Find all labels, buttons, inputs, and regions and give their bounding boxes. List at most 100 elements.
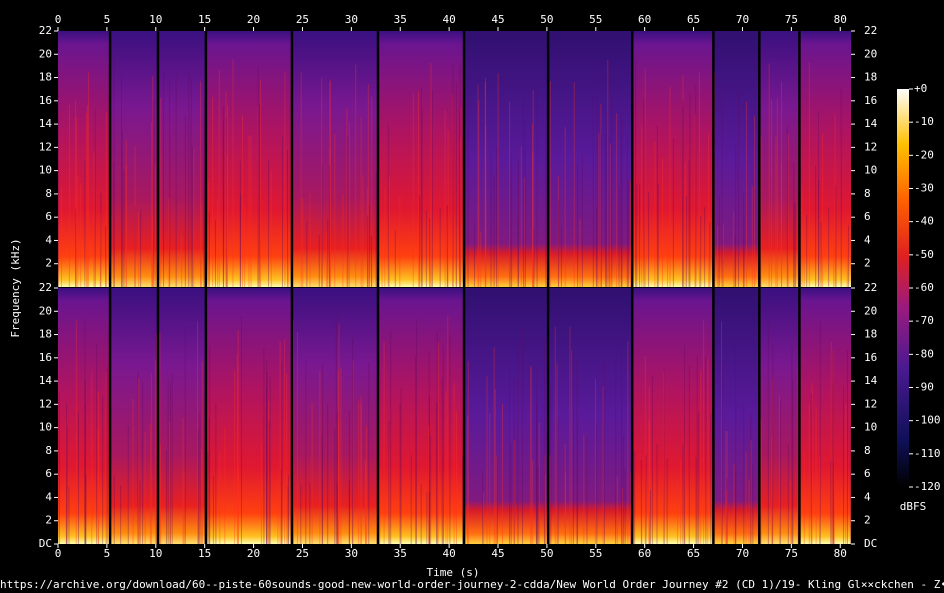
spectrogram-streak: [260, 79, 262, 287]
spectrogram-streak: [248, 135, 250, 287]
x-tick-label: 65: [687, 13, 700, 26]
spectrogram-streak: [493, 174, 495, 287]
y-tick-label: 2: [864, 514, 871, 527]
spectrogram-streak: [496, 455, 498, 544]
spectrogram-streak: [453, 382, 455, 544]
spectrogram-segment: [58, 31, 110, 287]
spectrogram-streak: [65, 420, 67, 544]
spectrogram-streak: [609, 143, 611, 287]
spectrogram-streak: [532, 460, 534, 544]
spectrogram-streak: [586, 438, 588, 544]
spectrogram-streak: [347, 136, 349, 287]
spectrogram-streak: [455, 226, 457, 287]
spectrogram-streak: [603, 363, 605, 544]
spectrogram-streak: [203, 98, 205, 287]
colorbar-tick-label: +0: [914, 82, 927, 95]
spectrogram-streak: [683, 344, 685, 544]
spectrogram-streak: [606, 113, 608, 288]
spectrogram-streak: [686, 196, 688, 287]
spectrogram-streak: [140, 209, 142, 287]
spectrogram-streak: [151, 121, 153, 288]
spectrogram-streak: [102, 396, 104, 544]
spectrogram-streak: [302, 198, 304, 287]
spectrogram-streak: [803, 216, 805, 287]
spectrogram-streak: [394, 230, 396, 287]
spectrogram-streak: [244, 206, 246, 287]
y-tick-label: 12: [864, 140, 877, 153]
y-tick-label: 10: [864, 164, 877, 177]
spectrogram-streak: [455, 82, 457, 287]
spectrogram-streak: [663, 368, 665, 544]
spectrogram-streak: [775, 137, 777, 287]
y-tick-label: 14: [864, 117, 878, 130]
spectrogram-streak: [449, 334, 451, 544]
spectrogram-streak: [97, 392, 99, 544]
spectrogram-streak: [371, 96, 373, 287]
spectrogram-streak: [596, 422, 598, 544]
spectrogram-segment: [799, 31, 851, 287]
x-tick-label: 5: [104, 13, 111, 26]
spectrogram-streak: [627, 180, 629, 287]
spectrogram-streak: [311, 402, 313, 544]
spectrogram-streak: [268, 420, 270, 544]
spectrogram-streak: [695, 85, 697, 287]
spectrogram-streak: [236, 354, 238, 544]
spectrogram-streak: [455, 411, 457, 544]
y-tick-label: 10: [39, 164, 52, 177]
spectrogram-segment: [109, 31, 158, 287]
spectrogram-streak: [75, 320, 77, 544]
x-tick-label: 55: [589, 547, 602, 560]
spectrogram-streak: [263, 347, 265, 544]
spectrogram-streak: [746, 101, 748, 288]
colorbar-tick-label: -70: [914, 314, 934, 327]
spectrogram-streak: [467, 98, 469, 287]
spectrogram-streak: [819, 320, 821, 544]
spectrogram-streak: [735, 338, 737, 544]
spectrogram-streak: [300, 484, 302, 544]
spectrogram-streak: [583, 434, 585, 544]
y-tick-label: 16: [864, 94, 877, 107]
spectrogram-segment: [713, 288, 760, 544]
y-axis-label: Frequency (kHz): [9, 238, 22, 337]
y-tick-label: 16: [39, 351, 52, 364]
spectrogram-streak: [543, 337, 545, 544]
spectrogram-streak: [94, 110, 96, 288]
spectrogram-streak: [334, 134, 336, 287]
spectrogram-streak: [375, 171, 377, 287]
spectrogram-streak: [428, 396, 430, 544]
spectrogram-streak: [334, 429, 336, 544]
spectrogram-streak: [441, 377, 443, 544]
spectrogram-streak: [447, 129, 449, 287]
spectrogram-streak: [365, 465, 367, 544]
spectrogram-streak: [480, 231, 482, 287]
x-tick-label: 20: [247, 13, 260, 26]
spectrogram-streak: [223, 106, 225, 287]
spectrogram-streak: [159, 332, 161, 544]
y-tick-label: 4: [45, 490, 52, 503]
spectrogram-streak: [536, 397, 538, 544]
segment-boundary: [630, 31, 634, 287]
spectrogram-streak: [237, 330, 239, 544]
spectrogram-streak: [815, 408, 817, 544]
spectrogram-streak: [581, 153, 583, 287]
y-tick-label: 16: [39, 94, 52, 107]
spectrogram-streak: [754, 115, 756, 288]
spectrogram-streak: [700, 215, 702, 287]
segment-boundary: [108, 31, 112, 287]
spectrogram-streak: [847, 225, 849, 287]
spectrogram-streak: [695, 457, 697, 544]
spectrogram-streak: [545, 111, 547, 288]
spectrogram-streak: [232, 59, 234, 287]
y-tick-label: 20: [39, 47, 52, 60]
footer: https://archive.org/download/60--piste-6…: [0, 578, 944, 591]
spectrogram-streak: [843, 386, 845, 544]
spectrogram-streak: [284, 72, 286, 287]
spectrogram-streak: [305, 360, 307, 544]
spectrogram-streak: [626, 133, 628, 287]
spectrogram-streak: [142, 382, 144, 544]
spectrogram-streak: [726, 478, 728, 544]
spectrogram-streak: [635, 59, 637, 287]
spectrogram-streak: [661, 158, 663, 287]
spectrogram-streak: [412, 93, 414, 288]
spectrogram-streak: [667, 227, 669, 287]
